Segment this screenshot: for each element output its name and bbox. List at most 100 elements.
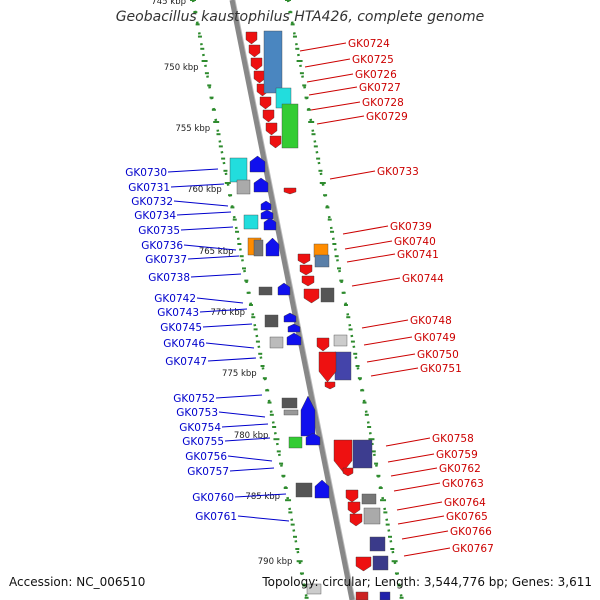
minus-label-leader <box>363 336 413 346</box>
minus-strand-gene <box>259 96 272 110</box>
gene-label-minus: GK0741 <box>397 249 439 261</box>
minus-label-leader <box>308 86 358 96</box>
gene-label-minus: GK0764 <box>444 497 486 509</box>
gene-label-plus: GK0743 <box>157 307 199 319</box>
gene-label-minus: GK0739 <box>390 221 432 233</box>
minus-strand-gene <box>265 122 278 136</box>
minus-label-leader <box>393 482 441 492</box>
gene-block-navy <box>334 351 352 381</box>
gene-block-lightgrey <box>306 583 322 595</box>
gene-label-minus: GK0744 <box>402 273 444 285</box>
minus-label-leader <box>351 277 401 287</box>
gene-label-minus: GK0751 <box>420 363 462 375</box>
ruler-tick-label: 755 kbp <box>175 124 210 134</box>
minus-strand-gene <box>262 109 275 123</box>
minus-label-leader <box>299 42 347 52</box>
minus-label-leader <box>397 515 445 525</box>
ruler-tick-label: 790 kbp <box>258 557 293 567</box>
gene-block-red <box>355 591 369 600</box>
gene-label-plus: GK0736 <box>141 240 183 252</box>
gene-label-minus: GK0727 <box>359 82 401 94</box>
plus-strand-gene <box>286 332 302 346</box>
gene-block-lightgrey <box>333 334 348 347</box>
minus-label-leader <box>385 437 431 447</box>
gene-block-steelblue <box>263 30 283 94</box>
minus-strand-gene <box>269 135 282 149</box>
plus-label-leader <box>227 455 273 462</box>
gene-block-slateblue <box>314 254 330 268</box>
plus-strand-gene <box>253 177 269 193</box>
minus-label-leader <box>342 225 389 235</box>
plus-label-leader <box>218 411 266 418</box>
gene-label-plus: GK0761 <box>195 511 237 523</box>
plus-strand-gene <box>260 209 274 220</box>
plus-strand-gene <box>249 155 266 173</box>
minus-strand-gene <box>324 381 336 390</box>
gene-label-minus: GK0766 <box>450 526 492 538</box>
minus-label-leader <box>304 58 351 68</box>
gene-block-navy <box>369 536 386 552</box>
gene-label-plus: GK0752 <box>173 393 215 405</box>
gene-block-lightgrey <box>269 336 284 349</box>
gene-label-minus: GK0728 <box>362 97 404 109</box>
gene-block-lightgrey <box>236 179 251 195</box>
plus-label-leader <box>221 423 269 428</box>
plus-label-leader <box>183 244 237 251</box>
ruler-tick-label: 750 kbp <box>164 63 199 73</box>
gene-label-plus: GK0730 <box>125 167 167 179</box>
gene-block-navy <box>372 555 389 571</box>
minus-strand-gene <box>316 337 330 352</box>
minus-strand-gene <box>301 275 315 287</box>
plus-label-leader <box>173 200 229 207</box>
gene-block-green <box>281 103 299 149</box>
minus-strand-gene <box>318 351 337 383</box>
gene-label-plus: GK0735 <box>138 225 180 237</box>
plus-strand-gene <box>277 282 291 296</box>
minus-strand-gene <box>245 31 258 45</box>
plus-label-leader <box>190 273 242 278</box>
plus-label-leader <box>199 308 248 313</box>
gene-block-cyan <box>229 157 248 183</box>
minus-strand-gene <box>342 467 354 477</box>
minus-label-leader <box>346 253 396 263</box>
genome-title: Geobacillus kaustophilus HTA426, complet… <box>115 9 485 25</box>
ruler-tick-label: 770 kbp <box>210 308 245 318</box>
minus-strand-gene <box>299 264 313 276</box>
minus-label-leader <box>396 501 443 511</box>
plus-label-leader <box>167 168 219 173</box>
minus-strand-gene <box>349 513 363 527</box>
gene-label-minus: GK0729 <box>366 111 408 123</box>
ruler-tick-label: 775 kbp <box>222 369 257 379</box>
ruler-tick-label: 785 kbp <box>245 492 280 502</box>
minus-strand-gene <box>297 253 311 265</box>
gene-label-plus: GK0745 <box>160 322 202 334</box>
plus-strand-gene <box>287 323 301 333</box>
plus-label-leader <box>170 183 225 188</box>
gene-label-plus: GK0756 <box>185 451 227 463</box>
minus-label-leader <box>403 547 451 557</box>
gene-label-plus: GK0754 <box>179 422 221 434</box>
gene-block-green <box>288 436 303 449</box>
plus-strand-gene <box>263 217 277 231</box>
minus-label-leader <box>361 319 409 329</box>
minus-strand-gene <box>303 288 320 304</box>
plus-label-leader <box>202 323 253 328</box>
gene-label-plus: GK0731 <box>128 182 170 194</box>
plus-label-leader <box>205 342 255 349</box>
gene-block-cyan <box>243 214 259 230</box>
plus-label-leader <box>196 297 244 304</box>
gene-label-minus: GK0767 <box>452 543 494 555</box>
plus-label-leader <box>229 467 275 472</box>
gene-label-minus: GK0759 <box>436 449 478 461</box>
gene-label-minus: GK0749 <box>414 332 456 344</box>
plus-label-leader <box>237 515 290 522</box>
minus-strand-gene <box>347 501 361 515</box>
gene-label-plus: GK0738 <box>148 272 190 284</box>
plus-strand-gene <box>265 237 280 257</box>
gene-label-minus: GK0724 <box>348 38 390 50</box>
gene-label-minus: GK0733 <box>377 166 419 178</box>
minus-strand-gene <box>355 556 372 572</box>
minus-label-leader <box>390 467 438 477</box>
minus-strand-gene <box>253 70 266 84</box>
